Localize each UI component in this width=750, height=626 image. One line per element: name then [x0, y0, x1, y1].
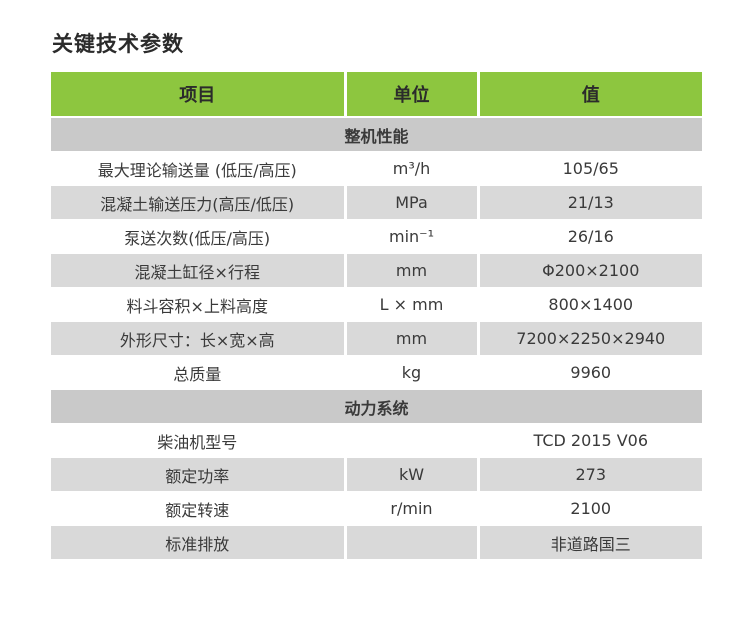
param-unit: MPa [343, 185, 480, 220]
param-value: TCD 2015 V06 [476, 423, 702, 458]
param-value: 7200×2250×2940 [476, 321, 702, 356]
table-row: 最大理论输送量 (低压/高压) m³/h 105/65 [51, 151, 702, 186]
param-name: 泵送次数(低压/高压) [51, 219, 347, 254]
param-name: 额定功率 [51, 457, 347, 492]
param-unit: mm [343, 253, 480, 288]
param-unit: kW [343, 457, 480, 492]
param-name: 柴油机型号 [51, 423, 347, 458]
param-unit: L × mm [343, 287, 480, 322]
param-value: 9960 [476, 355, 702, 390]
param-unit: mm [343, 321, 480, 356]
table-row: 额定转速 r/min 2100 [51, 491, 702, 526]
header-unit: 单位 [343, 72, 480, 118]
param-name: 总质量 [51, 355, 347, 390]
table-row: 混凝土输送压力(高压/低压) MPa 21/13 [51, 185, 702, 220]
param-name: 料斗容积×上料高度 [51, 287, 347, 322]
section-header-power-system: 动力系统 [51, 389, 702, 424]
section-header-performance: 整机性能 [51, 116, 702, 152]
table-row: 柴油机型号 TCD 2015 V06 [51, 423, 702, 458]
param-name: 最大理论输送量 (低压/高压) [51, 151, 347, 186]
param-value: 105/65 [476, 151, 702, 186]
table-row: 标准排放 非道路国三 [51, 525, 702, 560]
param-value: 21/13 [476, 185, 702, 220]
param-name: 混凝土输送压力(高压/低压) [51, 185, 347, 220]
param-unit: kg [343, 355, 480, 390]
table-row: 料斗容积×上料高度 L × mm 800×1400 [51, 287, 702, 322]
param-value: 非道路国三 [476, 525, 702, 560]
table-row: 泵送次数(低压/高压) min⁻¹ 26/16 [51, 219, 702, 254]
param-name: 外形尺寸：长×宽×高 [51, 321, 347, 356]
param-value: 2100 [476, 491, 702, 526]
table-row: 混凝土缸径×行程 mm Φ200×2100 [51, 253, 702, 288]
table-row: 外形尺寸：长×宽×高 mm 7200×2250×2940 [51, 321, 702, 356]
param-value: 273 [476, 457, 702, 492]
section-title: 动力系统 [51, 389, 702, 424]
table-row: 总质量 kg 9960 [51, 355, 702, 390]
param-unit: min⁻¹ [343, 219, 480, 254]
param-name: 混凝土缸径×行程 [51, 253, 347, 288]
spec-table: 项目 单位 值 整机性能 最大理论输送量 (低压/高压) m³/h 105/65… [51, 72, 702, 560]
table-header-row: 项目 单位 值 [51, 72, 702, 118]
page-title: 关键技术参数 [52, 32, 184, 56]
param-name: 标准排放 [51, 525, 347, 560]
header-value: 值 [476, 72, 702, 118]
param-unit: r/min [343, 491, 480, 526]
section-title: 整机性能 [51, 116, 702, 152]
param-value: 26/16 [476, 219, 702, 254]
param-unit: m³/h [343, 151, 480, 186]
param-name: 额定转速 [51, 491, 347, 526]
param-unit [343, 525, 480, 560]
header-item: 项目 [51, 72, 347, 118]
table-row: 额定功率 kW 273 [51, 457, 702, 492]
param-value: Φ200×2100 [476, 253, 702, 288]
param-value: 800×1400 [476, 287, 702, 322]
param-unit [343, 423, 480, 458]
